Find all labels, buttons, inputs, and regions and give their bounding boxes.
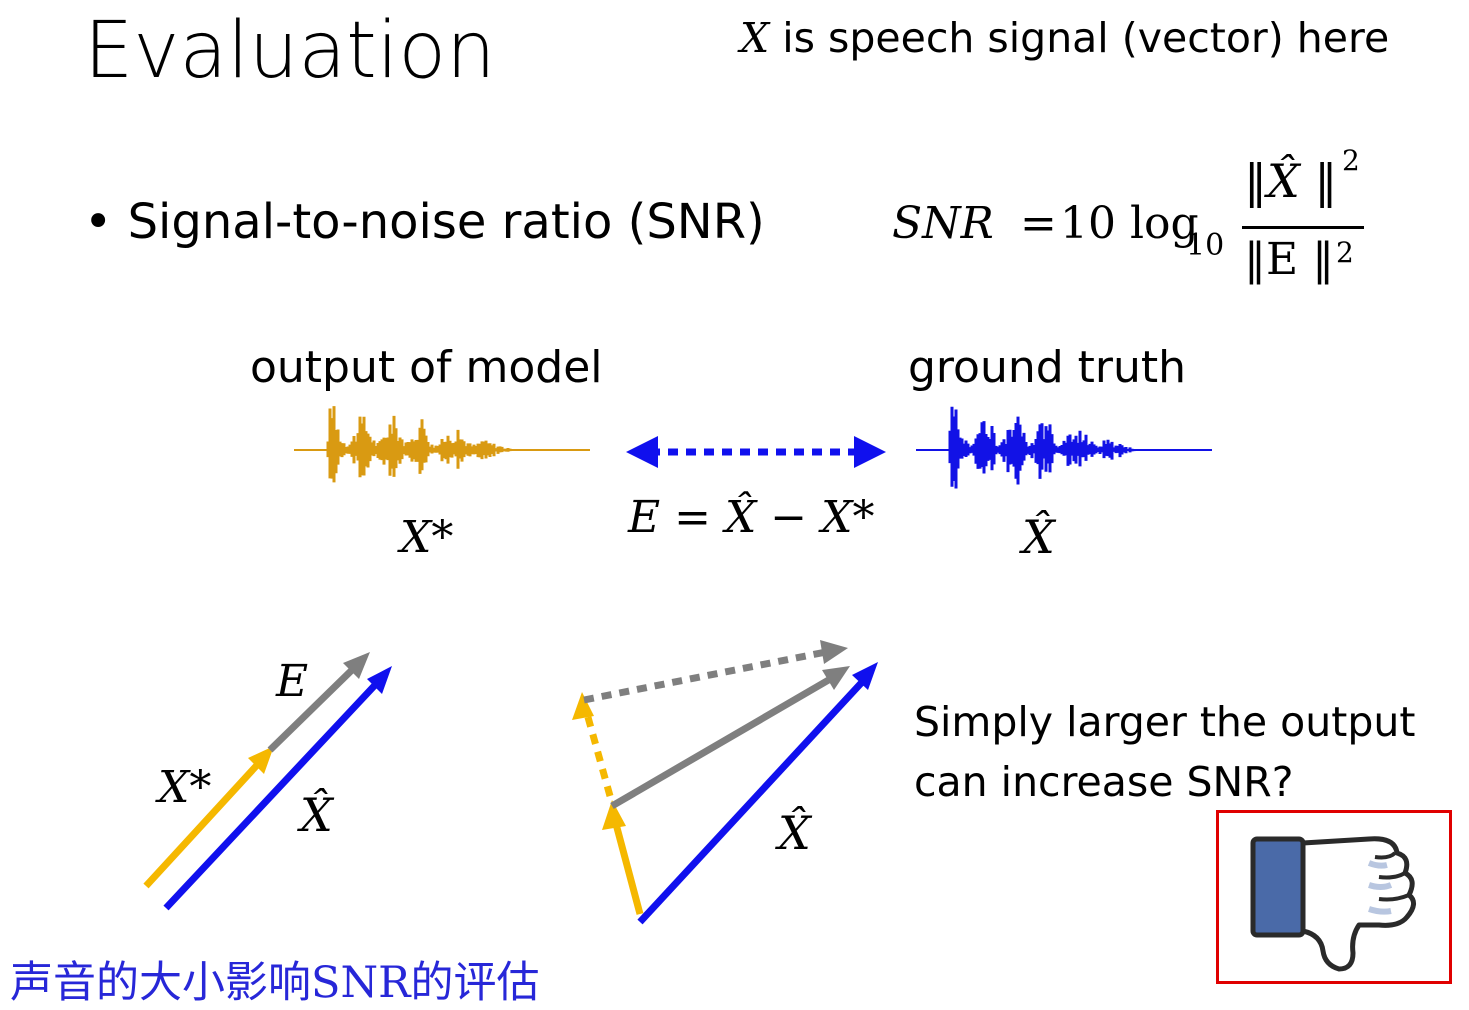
- formula-num-power: 2: [1342, 144, 1360, 177]
- output-symbol: X*: [400, 512, 454, 563]
- chinese-annotation: 声音的大小影响SNR的评估: [10, 958, 540, 1008]
- bullet-text: Signal-to-noise ratio (SNR): [127, 194, 765, 250]
- formula-equals: =: [1020, 198, 1057, 249]
- error-double-arrow: [626, 436, 886, 468]
- thumbs-down-icon: [1250, 836, 1416, 972]
- truth-label: ground truth: [908, 342, 1187, 393]
- question-line-2: can increase SNR?: [914, 758, 1294, 806]
- bullet-snr: • Signal-to-noise ratio (SNR): [84, 194, 765, 250]
- error-equation: E = X̂ − X*: [628, 492, 875, 543]
- diagram-collinear: [143, 652, 392, 911]
- formula-coef: 10 log: [1060, 198, 1199, 249]
- formula-lhs: SNR: [892, 198, 994, 249]
- note-text: is speech signal (vector) here: [769, 14, 1390, 62]
- thumbs-down-frame: [1216, 810, 1452, 984]
- diagram2-xhat-label: X̂: [778, 806, 811, 860]
- question-line-1: Simply larger the output: [914, 698, 1416, 746]
- diagram1-xhat-label: X̂: [300, 788, 333, 842]
- truth-waveform: [916, 406, 1212, 489]
- diagram-scaled: [572, 640, 878, 925]
- formula-denominator: ‖E ‖: [1244, 234, 1335, 285]
- output-waveform: [294, 406, 590, 483]
- question-text: Simply larger the output can increase SN…: [914, 692, 1415, 812]
- formula-den-power: 2: [1336, 236, 1354, 269]
- formula-numerator: ‖X̂ ‖: [1244, 154, 1338, 208]
- fraction-bar: [1242, 226, 1364, 229]
- variable-note: X is speech signal (vector) here: [740, 14, 1389, 62]
- note-variable: X: [740, 14, 770, 62]
- formula-sub: 10: [1186, 228, 1225, 263]
- truth-symbol: X̂: [1022, 510, 1055, 564]
- diagram1-e-label: E: [276, 656, 309, 707]
- output-label: output of model: [250, 342, 603, 393]
- slide-title: Evaluation: [84, 6, 496, 96]
- diagram1-xstar-label: X*: [158, 762, 212, 813]
- snr-formula: SNR = 10 log 10 ‖X̂ ‖ 2 ‖E ‖ 2: [892, 142, 1372, 292]
